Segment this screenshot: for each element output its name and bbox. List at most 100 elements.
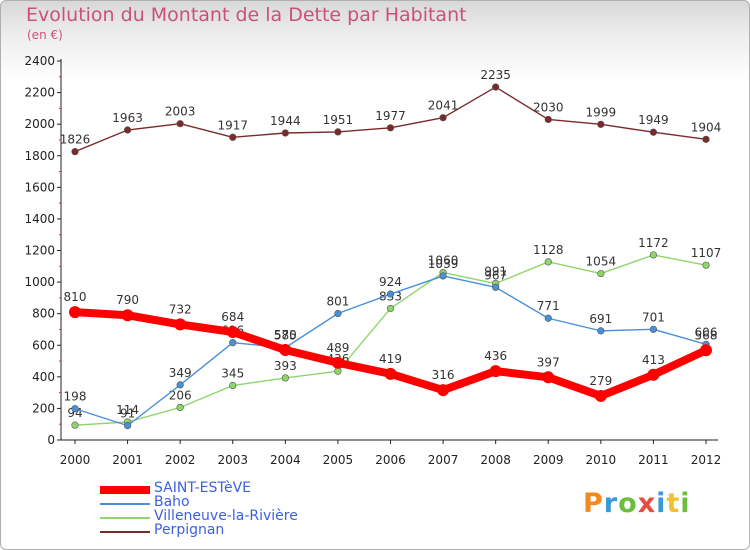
series-0-point-9 [544, 115, 552, 124]
series-1-point-11 [649, 251, 658, 259]
series-3-label-5: 489 [326, 341, 349, 355]
legend-swatch-1 [100, 503, 150, 505]
y-tick-label: 400 [32, 370, 55, 384]
legend-swatch-3 [100, 531, 150, 533]
series-3-label-9: 397 [537, 355, 560, 369]
series-1-point-4 [281, 374, 289, 382]
series-1-label-9: 1128 [533, 243, 564, 257]
series-3-label-2: 732 [169, 302, 192, 316]
y-tick-label: 0 [47, 433, 55, 447]
y-tick-label: 2000 [24, 117, 55, 131]
series-3-label-10: 279 [589, 374, 612, 388]
y-tick-label: 1000 [24, 275, 55, 289]
series-1-label-2: 206 [169, 388, 192, 402]
series-3-point-10 [594, 389, 607, 402]
y-tick-label: 600 [32, 338, 55, 352]
y-tick-label: 1200 [24, 244, 55, 258]
series-2-label-1: 91 [120, 407, 135, 421]
series-1-label-11: 1172 [638, 236, 669, 250]
series-3-label-8: 436 [484, 349, 507, 363]
legend-label-1: Baho [154, 494, 190, 510]
series-3-point-3 [226, 325, 239, 338]
series-0-label-2: 2003 [165, 105, 196, 119]
series-2-label-10: 691 [589, 312, 612, 326]
series-2-label-4: 585 [274, 329, 297, 343]
series-1-point-10 [597, 269, 605, 278]
series-2-point-7 [439, 272, 447, 280]
series-2-point-9 [544, 314, 552, 322]
series-1-label-4: 393 [274, 359, 297, 373]
series-2-label-6: 924 [379, 275, 402, 289]
series-2-label-12: 606 [695, 325, 718, 339]
x-tick-label: 2011 [638, 453, 669, 467]
series-0-point-6 [386, 124, 395, 132]
series-1-label-8: 991 [484, 265, 507, 279]
series-0-point-1 [123, 126, 132, 134]
proxiti-logo: Proxiti [583, 488, 691, 519]
series-1-label-3: 345 [221, 367, 244, 381]
series-3-label-11: 413 [642, 353, 665, 367]
series-0-label-8: 2235 [480, 68, 511, 82]
logo-letter: r [603, 488, 619, 519]
series-2-label-7: 1039 [428, 257, 459, 271]
series-1-point-5 [334, 367, 342, 375]
series-0-label-6: 1977 [375, 109, 406, 123]
series-1-point-9 [544, 258, 552, 266]
series-3-point-2 [174, 318, 187, 331]
series-0-label-7: 2041 [428, 99, 459, 113]
series-3-point-6 [384, 367, 397, 380]
legend-swatch-0 [100, 486, 150, 494]
series-3-point-12 [700, 344, 712, 357]
x-tick-label: 2001 [112, 453, 143, 467]
logo-letter: P [583, 488, 604, 519]
series-0-label-4: 1944 [270, 114, 301, 128]
series-1-point-0 [71, 421, 79, 429]
series-0-label-11: 1949 [638, 113, 669, 127]
series-0-label-12: 1904 [691, 120, 722, 134]
series-0-point-12 [702, 135, 710, 143]
series-0-point-7 [439, 114, 447, 122]
series-3-point-5 [331, 356, 344, 369]
x-tick-label: 2012 [691, 453, 722, 467]
y-tick-label: 1400 [24, 212, 55, 226]
y-tick-label: 800 [32, 307, 55, 321]
series-2-point-1 [123, 422, 132, 430]
series-0-point-4 [281, 129, 289, 137]
series-3-label-3: 684 [221, 310, 244, 324]
series-2-label-8: 967 [484, 268, 507, 282]
series-1-point-2 [176, 403, 184, 412]
series-0-point-10 [597, 120, 605, 128]
series-1-label-7: 1060 [428, 254, 459, 268]
series-2-point-2 [176, 381, 184, 389]
x-tick-label: 2010 [586, 453, 617, 467]
series-1-point-12 [702, 261, 710, 269]
series-2-label-0: 198 [64, 390, 87, 404]
legend-label-3: Perpignan [154, 522, 225, 538]
series-1-label-1: 114 [116, 403, 139, 417]
series-2-point-10 [597, 327, 605, 335]
x-tick-label: 2003 [217, 453, 248, 467]
logo-letter: x [637, 488, 657, 519]
x-tick-label: 2004 [270, 453, 301, 467]
x-tick-label: 2009 [533, 453, 564, 467]
series-2-point-6 [386, 290, 395, 298]
series-3-label-0: 810 [64, 290, 87, 304]
series-0-point-11 [649, 128, 658, 136]
x-tick-label: 2007 [428, 453, 459, 467]
series-3-point-8 [489, 365, 502, 378]
y-tick-label: 1600 [24, 180, 55, 194]
legend-label-0: SAINT-ESTèVE [154, 480, 251, 496]
line-chart: 0 200 400 600 800 1000 1200 1400 1600 1800 2000 220… [24, 54, 722, 467]
series-1-point-6 [386, 304, 395, 313]
series-3-label-1: 790 [116, 293, 139, 307]
logo-letter: o [618, 488, 638, 519]
legend-label-2: Villeneuve-la-Rivière [154, 508, 298, 524]
series-2-point-0 [71, 405, 79, 413]
y-tick-label: 1800 [24, 149, 55, 163]
series-3-label-12: 568 [695, 328, 718, 342]
logo-letter: i [656, 488, 667, 519]
series-3-label-7: 316 [432, 368, 455, 382]
series-0-label-5: 1951 [323, 113, 354, 127]
series-3-point-0 [69, 306, 81, 319]
series-2-label-9: 771 [537, 299, 560, 313]
